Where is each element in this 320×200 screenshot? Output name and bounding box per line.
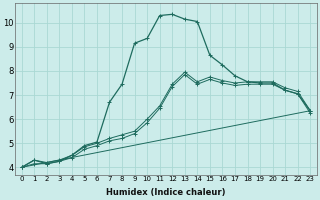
X-axis label: Humidex (Indice chaleur): Humidex (Indice chaleur) bbox=[106, 188, 226, 197]
